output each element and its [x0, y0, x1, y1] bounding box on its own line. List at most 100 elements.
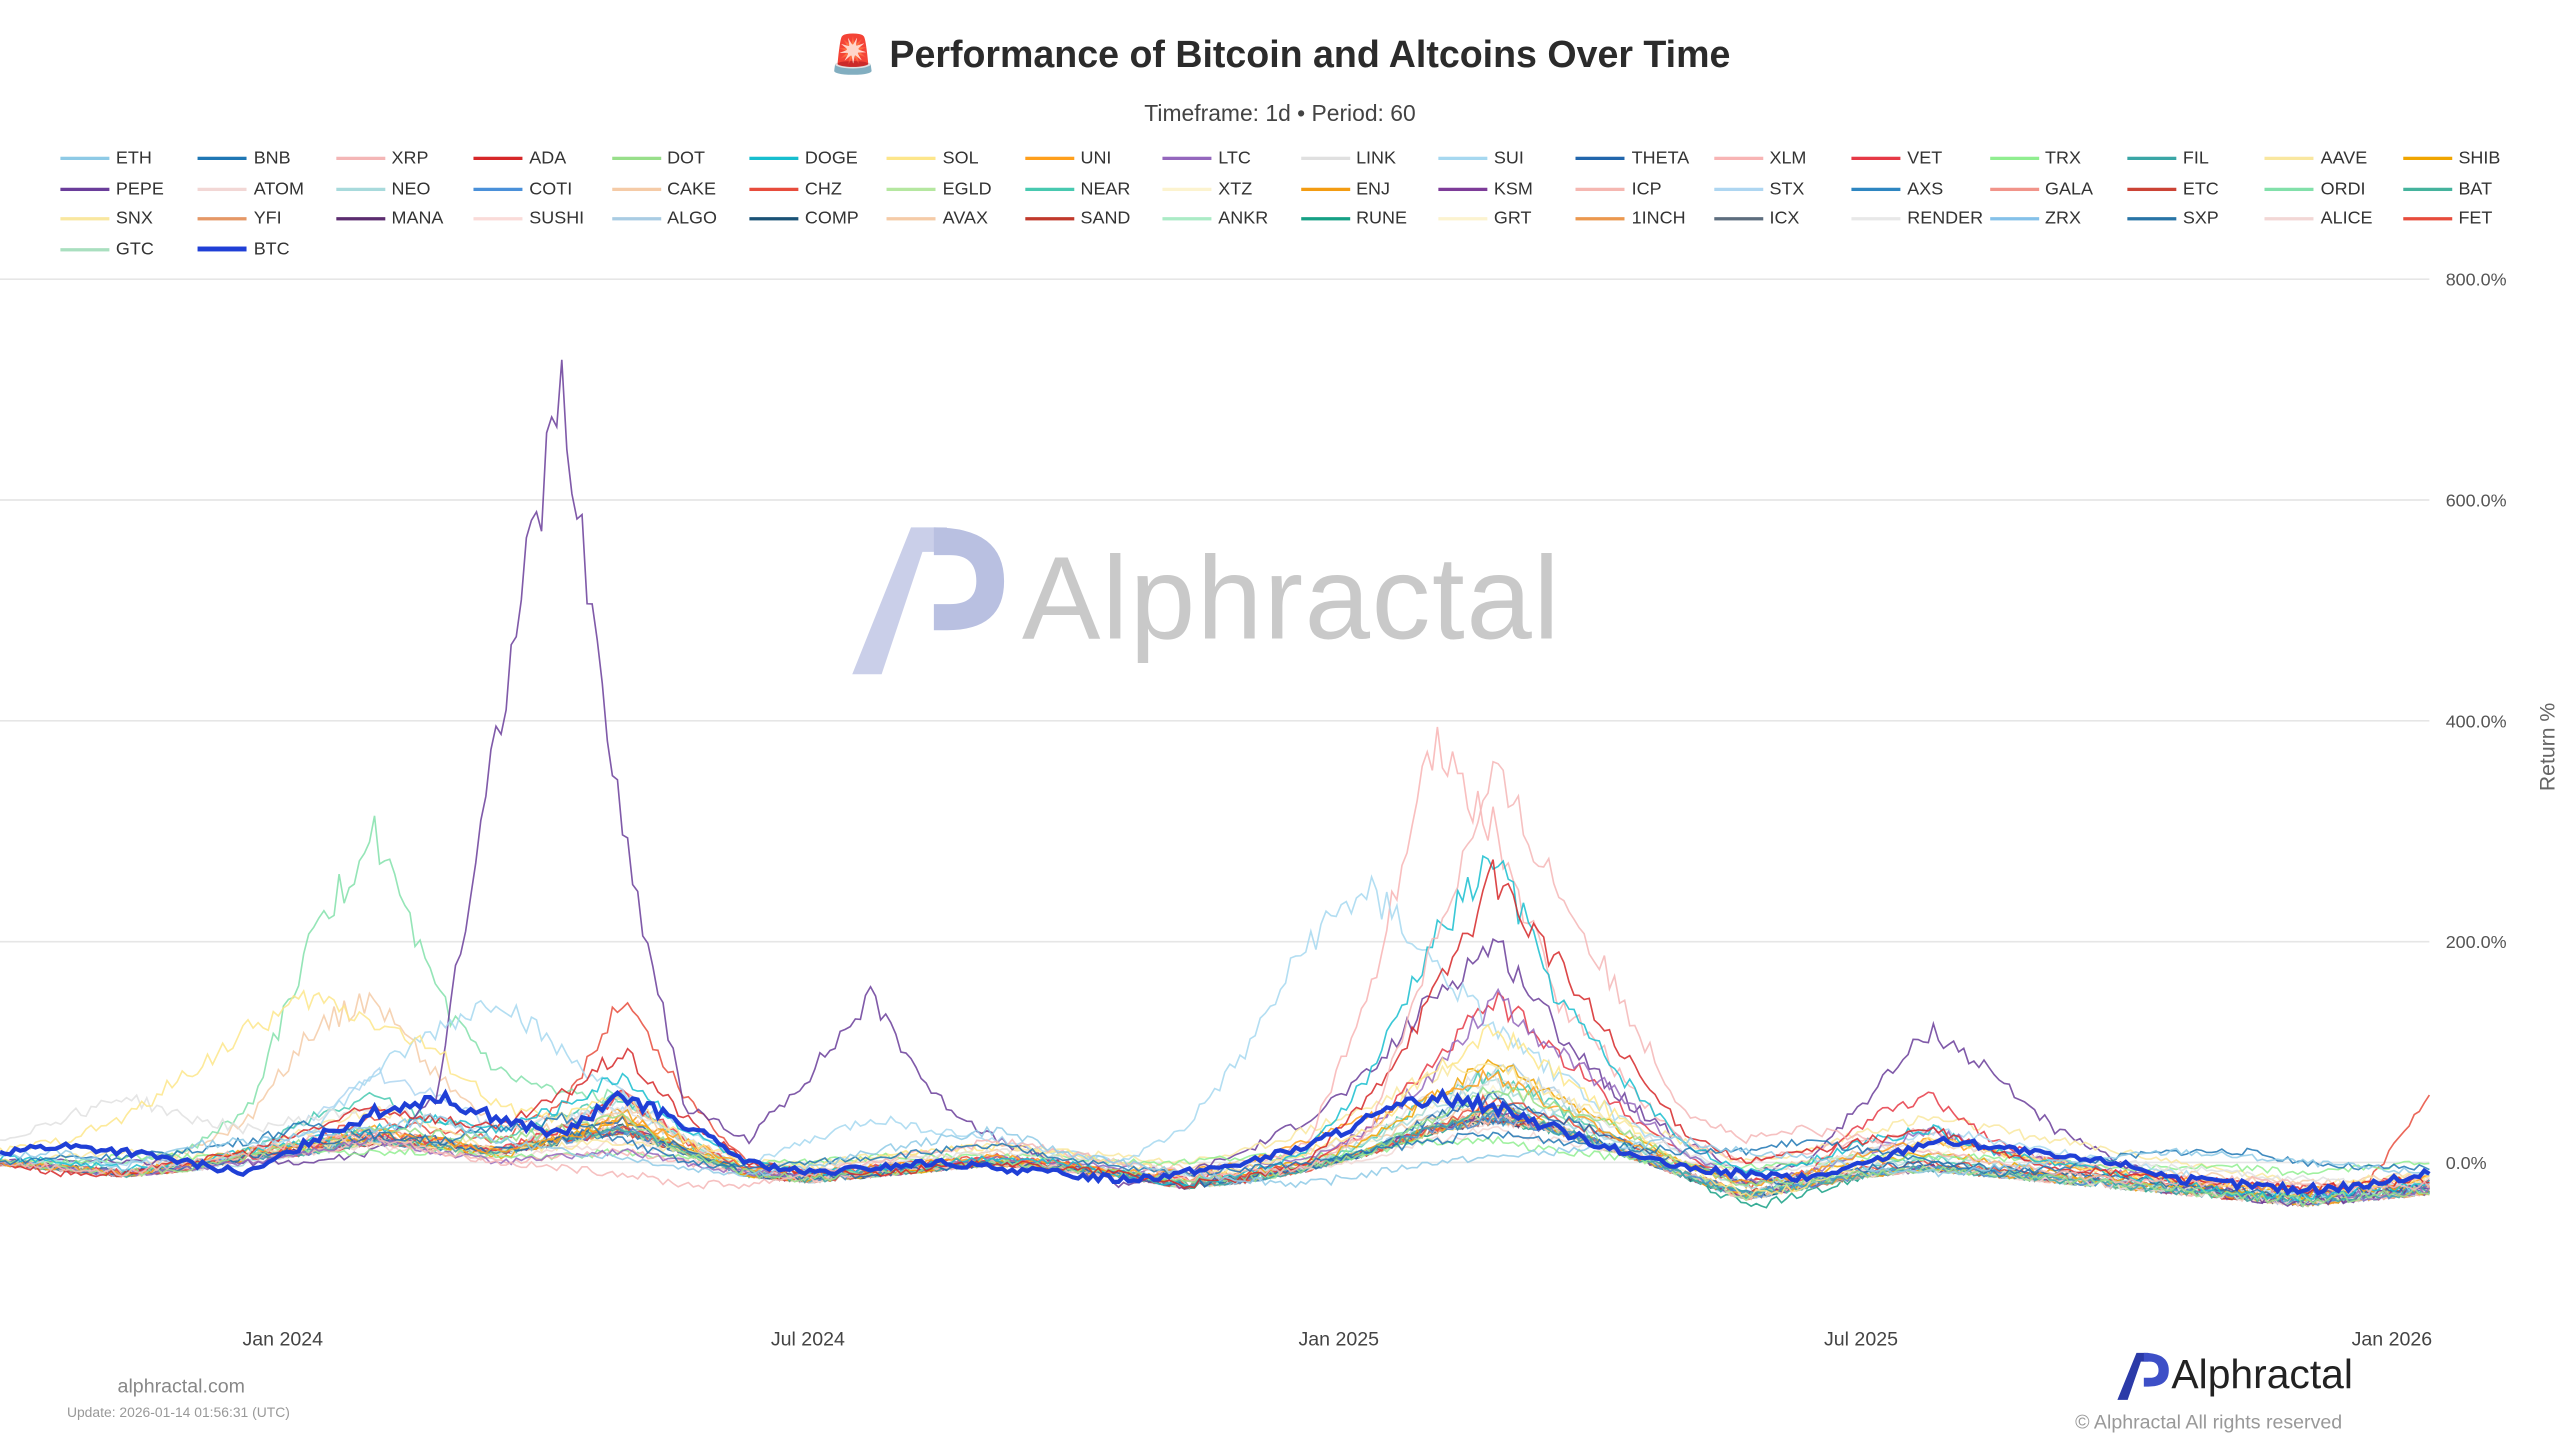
legend-item-near[interactable]: NEAR	[1024, 178, 1131, 199]
legend-swatch	[198, 187, 248, 191]
legend-item-egld[interactable]: EGLD	[887, 179, 992, 198]
legend-item-dot[interactable]: DOT	[611, 149, 705, 168]
y-tick-label: 200.0%	[2446, 932, 2507, 952]
legend-label: 1INCH	[1631, 208, 1686, 229]
legend-swatch	[335, 156, 385, 161]
legend-swatch	[1576, 187, 1626, 191]
legend-item-theta[interactable]: THETA	[1576, 149, 1689, 168]
legend-label: LTC	[1218, 148, 1251, 169]
legend-item-snx[interactable]: SNX	[60, 209, 153, 229]
legend-swatch	[749, 156, 799, 161]
legend-item-gala[interactable]: GALA	[1989, 179, 2093, 198]
legend-swatch	[2402, 217, 2452, 221]
series-line-ada[interactable]	[0, 859, 2430, 1195]
legend-item-yfi[interactable]: YFI	[198, 209, 282, 229]
legend-item-link[interactable]: LINK	[1300, 149, 1396, 168]
legend-swatch	[2402, 187, 2452, 191]
legend-label: FIL	[2182, 148, 2209, 169]
legend-item-bat[interactable]: BAT	[2402, 179, 2492, 198]
legend-swatch	[1024, 217, 1074, 221]
legend-item-ordi[interactable]: ORDI	[2265, 179, 2366, 198]
legend-item-axs[interactable]: AXS	[1851, 178, 1944, 199]
siren-icon: 🚨	[829, 32, 877, 76]
legend-item-trx[interactable]: TRX	[1989, 149, 2081, 168]
legend-label: CAKE	[667, 178, 717, 199]
series-line-vet[interactable]	[0, 991, 2430, 1195]
legend-item-mana[interactable]: MANA	[335, 209, 443, 229]
legend-swatch	[1162, 187, 1212, 191]
legend-item-xlm[interactable]: XLM	[1713, 149, 1806, 168]
y-tick-label: 600.0%	[2446, 491, 2507, 511]
legend-item-alice[interactable]: ALICE	[2265, 209, 2373, 229]
legend-item-neo[interactable]: NEO	[335, 179, 430, 198]
legend-item-icx[interactable]: ICX	[1713, 209, 1799, 229]
legend-item-bnb[interactable]: BNB	[198, 148, 291, 169]
legend-item-chz[interactable]: CHZ	[749, 179, 842, 198]
footer-site-link[interactable]: alphractal.com	[117, 1374, 245, 1398]
legend-label: AXS	[1907, 178, 1944, 199]
legend-item-ankr[interactable]: ANKR	[1162, 209, 1268, 229]
legend-item-sxp[interactable]: SXP	[2127, 209, 2219, 229]
legend-item-eth[interactable]: ETH	[60, 148, 152, 169]
legend-label: BNB	[253, 148, 291, 169]
legend-item-gtc[interactable]: GTC	[60, 239, 154, 259]
legend-item-shib[interactable]: SHIB	[2402, 149, 2500, 168]
legend-label: RUNE	[1356, 208, 1407, 229]
legend-swatch	[60, 187, 110, 191]
legend-item-avax[interactable]: AVAX	[887, 209, 988, 229]
legend-swatch	[1851, 156, 1901, 161]
series-line-theta[interactable]	[0, 1090, 2430, 1199]
legend-label: ICP	[1631, 178, 1662, 199]
legend-item-ltc[interactable]: LTC	[1162, 148, 1251, 169]
legend-item-vet[interactable]: VET	[1851, 149, 1942, 168]
legend-item-fil[interactable]: FIL	[2127, 148, 2209, 169]
series-line-btc[interactable]	[0, 1087, 2431, 1197]
legend-label: NEAR	[1080, 178, 1131, 199]
legend-item-1inch[interactable]: 1INCH	[1576, 208, 1686, 229]
legend-item-xrp[interactable]: XRP	[335, 149, 428, 168]
series-line-pepe[interactable]	[0, 359, 2430, 1208]
x-tick-label: Jan 2024	[242, 1328, 323, 1350]
legend-item-aave[interactable]: AAVE	[2265, 149, 2367, 168]
legend-item-stx[interactable]: STX	[1713, 179, 1804, 198]
series-line-gala[interactable]	[0, 1090, 2430, 1205]
series-line-eth[interactable]	[0, 1113, 2430, 1189]
legend-item-btc[interactable]: BTC	[198, 239, 290, 259]
legend-item-atom[interactable]: ATOM	[198, 178, 304, 199]
legend-item-sui[interactable]: SUI	[1438, 149, 1524, 168]
legend-item-xtz[interactable]: XTZ	[1162, 178, 1253, 199]
series-line-xlm[interactable]	[0, 726, 2430, 1195]
legend-item-etc[interactable]: ETC	[2127, 179, 2219, 198]
legend-label: ATOM	[253, 178, 304, 199]
legend-item-render[interactable]: RENDER	[1851, 209, 1983, 229]
legend-item-sol[interactable]: SOL	[887, 149, 979, 168]
legend-swatch	[887, 217, 937, 221]
legend-item-fet[interactable]: FET	[2402, 209, 2492, 229]
x-tick-label: Jan 2025	[1298, 1328, 1379, 1350]
legend-item-sand[interactable]: SAND	[1024, 209, 1130, 229]
legend-item-zrx[interactable]: ZRX	[1989, 209, 2081, 229]
legend-item-pepe[interactable]: PEPE	[60, 179, 164, 198]
legend-label: ETH	[115, 148, 152, 169]
legend-item-grt[interactable]: GRT	[1438, 209, 1531, 229]
legend-item-cake[interactable]: CAKE	[611, 178, 717, 199]
series-line-sui[interactable]	[0, 874, 2430, 1201]
series-line-sol[interactable]	[0, 989, 2430, 1198]
legend-item-icp[interactable]: ICP	[1576, 178, 1662, 199]
legend-item-ada[interactable]: ADA	[473, 149, 566, 168]
legend-item-rune[interactable]: RUNE	[1300, 208, 1407, 229]
legend-item-enj[interactable]: ENJ	[1300, 179, 1390, 198]
legend-swatch	[887, 156, 937, 161]
legend-item-uni[interactable]: UNI	[1024, 149, 1111, 168]
legend-label: XTZ	[1218, 178, 1253, 199]
legend-swatch	[2127, 156, 2177, 161]
legend-item-ksm[interactable]: KSM	[1438, 179, 1533, 198]
legend-item-sushi[interactable]: SUSHI	[473, 209, 584, 229]
legend-item-coti[interactable]: COTI	[473, 179, 572, 198]
legend-swatch	[1300, 217, 1350, 221]
legend-item-doge[interactable]: DOGE	[749, 149, 858, 168]
legend-swatch	[1438, 187, 1488, 191]
legend-item-algo[interactable]: ALGO	[611, 208, 718, 229]
legend-item-comp[interactable]: COMP	[749, 209, 859, 229]
legend-label: ALGO	[667, 208, 718, 229]
